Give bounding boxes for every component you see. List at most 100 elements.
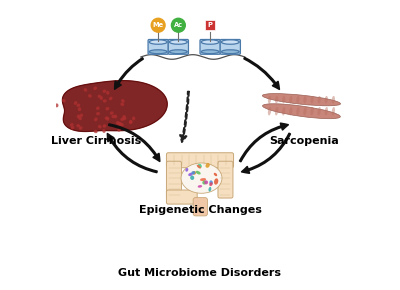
Ellipse shape [96,106,100,110]
Ellipse shape [208,187,211,192]
Ellipse shape [129,120,133,124]
Ellipse shape [55,104,58,107]
Ellipse shape [117,122,121,126]
Ellipse shape [310,96,314,104]
FancyArrowPatch shape [242,133,290,173]
Ellipse shape [120,123,124,126]
Ellipse shape [80,114,83,117]
FancyBboxPatch shape [166,153,234,168]
Ellipse shape [303,96,307,104]
Ellipse shape [120,117,124,121]
Ellipse shape [204,180,208,184]
Ellipse shape [117,128,121,132]
Ellipse shape [201,50,219,54]
Ellipse shape [262,104,340,119]
Ellipse shape [114,115,117,118]
FancyBboxPatch shape [168,39,188,54]
FancyBboxPatch shape [148,39,168,54]
Ellipse shape [221,50,239,54]
Ellipse shape [318,107,321,115]
Ellipse shape [325,96,328,104]
Circle shape [172,18,185,32]
Ellipse shape [303,107,307,115]
Ellipse shape [188,173,193,176]
Text: Epigenetic Changes: Epigenetic Changes [138,205,262,215]
Ellipse shape [106,107,109,110]
Ellipse shape [78,117,82,120]
Ellipse shape [201,40,219,44]
FancyBboxPatch shape [218,161,233,198]
Ellipse shape [116,121,120,124]
Ellipse shape [170,40,187,44]
Text: Me: Me [152,22,164,28]
Ellipse shape [84,88,87,92]
Ellipse shape [129,120,132,124]
Ellipse shape [71,126,74,130]
Ellipse shape [121,99,125,103]
Ellipse shape [76,104,80,107]
FancyBboxPatch shape [166,190,197,204]
Ellipse shape [202,180,207,184]
Ellipse shape [79,126,82,130]
Ellipse shape [70,123,74,127]
Ellipse shape [74,101,77,105]
Ellipse shape [268,96,271,104]
Ellipse shape [275,96,278,104]
Ellipse shape [96,112,100,115]
Ellipse shape [282,96,285,104]
Ellipse shape [78,107,81,111]
Ellipse shape [200,178,206,181]
Ellipse shape [122,115,126,119]
Ellipse shape [170,50,187,54]
Ellipse shape [181,163,222,193]
Ellipse shape [191,171,195,175]
Ellipse shape [185,168,188,172]
Ellipse shape [98,95,101,98]
Ellipse shape [102,124,106,128]
FancyArrowPatch shape [244,57,279,89]
Ellipse shape [100,96,103,100]
Ellipse shape [102,129,106,133]
Ellipse shape [105,116,108,120]
Ellipse shape [76,124,80,127]
Ellipse shape [93,86,97,90]
Ellipse shape [103,99,107,103]
FancyArrowPatch shape [240,123,288,162]
Ellipse shape [318,96,321,104]
FancyArrowPatch shape [108,134,157,173]
Ellipse shape [106,91,110,95]
Ellipse shape [123,117,126,120]
FancyBboxPatch shape [220,39,240,54]
Ellipse shape [209,180,213,185]
Ellipse shape [282,107,286,115]
Ellipse shape [119,122,122,126]
Text: P: P [208,22,212,28]
Ellipse shape [289,107,292,115]
Ellipse shape [198,185,202,188]
Ellipse shape [149,50,167,54]
Ellipse shape [196,171,201,175]
Ellipse shape [332,107,335,115]
Ellipse shape [221,40,239,44]
Ellipse shape [94,130,98,133]
Text: Gut Microbiome Disorders: Gut Microbiome Disorders [118,269,282,278]
Ellipse shape [88,94,92,98]
Ellipse shape [192,171,196,175]
Ellipse shape [94,117,98,121]
Ellipse shape [52,108,56,112]
Ellipse shape [214,173,217,176]
Ellipse shape [197,165,201,168]
FancyBboxPatch shape [166,161,182,198]
Ellipse shape [98,125,102,128]
Ellipse shape [106,117,109,121]
Ellipse shape [198,164,202,168]
Ellipse shape [206,163,210,168]
Ellipse shape [310,107,314,115]
Ellipse shape [110,111,114,115]
Ellipse shape [209,182,213,186]
FancyArrowPatch shape [109,124,160,161]
Ellipse shape [296,96,300,104]
Ellipse shape [62,99,66,102]
Ellipse shape [296,107,300,115]
FancyArrowPatch shape [180,91,189,142]
